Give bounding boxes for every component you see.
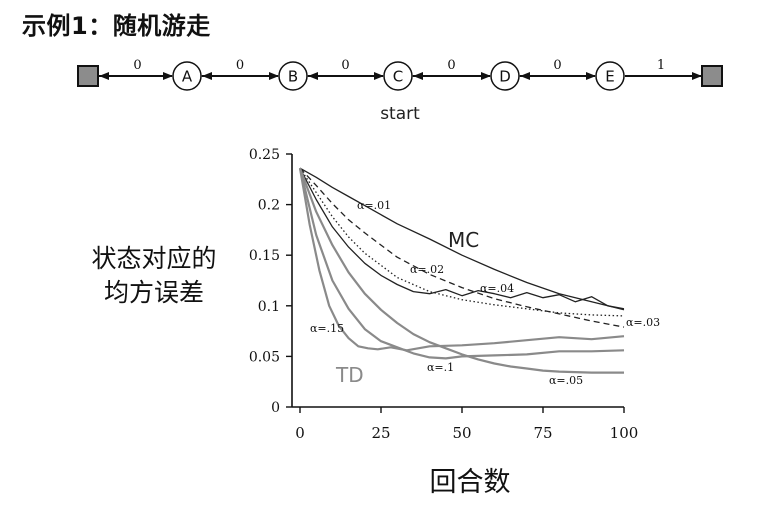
series-label: α=.01 <box>357 199 391 212</box>
y-tick-label: 0.2 <box>258 198 280 214</box>
series-line-td-5 <box>298 167 625 360</box>
y-axis-label-line-1: 状态对应的 <box>91 244 217 273</box>
x-tick-label: 0 <box>295 424 305 442</box>
state-node-e <box>595 61 625 91</box>
reward-label: 0 <box>341 58 349 73</box>
x-tick-label: 25 <box>371 424 390 442</box>
page-title: 示例1：随机游走 <box>22 12 211 40</box>
arrowhead <box>413 72 423 80</box>
series-label: α=.05 <box>549 374 583 387</box>
series-label: α=.04 <box>480 282 514 295</box>
y-tick-label: 0.25 <box>249 147 280 163</box>
state-node-c <box>383 61 413 91</box>
random-walk-edges: 0 0 0 0 0 1 <box>90 58 702 80</box>
x-tick-label: 100 <box>610 424 639 442</box>
state-label: D <box>499 68 511 86</box>
random-walk-diagram: 0 0 0 0 0 1 A B C D E start <box>77 58 723 124</box>
x-tick-label: 50 <box>452 424 471 442</box>
reward-label: 0 <box>447 58 455 73</box>
y-tick-label: 0.1 <box>258 299 280 315</box>
state-label: C <box>393 68 403 86</box>
series-label: α=.15 <box>310 322 344 335</box>
state-node-a <box>172 61 202 91</box>
series-label: α=.02 <box>410 263 444 276</box>
arrowhead <box>308 72 318 80</box>
y-tick-label: 0.15 <box>249 248 280 264</box>
chart-series-labels: α=.01 α=.02 α=.03 α=.04 α=.15 α=.1 α=.05 MC TD <box>310 199 660 387</box>
y-tick-label: 0.05 <box>249 349 280 365</box>
group-label-mc: MC <box>448 228 479 252</box>
state-label: B <box>288 68 298 86</box>
series-label: α=.03 <box>626 316 660 329</box>
reward-label: 1 <box>657 58 665 73</box>
series-label: α=.1 <box>427 361 454 374</box>
arrowhead <box>202 72 212 80</box>
terminal-state-box <box>701 65 723 87</box>
series-line-mc-0 <box>299 167 625 311</box>
x-axis-label: 回合数 <box>429 467 511 498</box>
y-tick-label: 0 <box>271 400 280 416</box>
random-walk-nodes: A B C D E <box>77 61 723 91</box>
series-line-td-4 <box>298 168 625 352</box>
state-node-d <box>490 61 520 91</box>
series-line-mc-3 <box>299 167 625 310</box>
series-line-mc-2 <box>299 167 625 317</box>
start-label: start <box>380 104 420 124</box>
arrowhead <box>520 72 530 80</box>
series-line-td-6 <box>298 167 624 374</box>
mse-line-chart: 0 25 50 75 100 0 0.05 0.1 0.15 0.2 0.25 α=.01 α=.02… <box>249 147 660 442</box>
arrowhead <box>99 72 109 80</box>
chart-axes: 0 25 50 75 100 0 0.05 0.1 0.15 0.2 0.25 <box>249 147 638 442</box>
reward-label: 0 <box>553 58 561 73</box>
reward-label: 0 <box>236 58 244 73</box>
series-line-mc-1 <box>299 167 625 328</box>
y-axis-label: 状态对应的 均方误差 <box>74 242 234 310</box>
chart-series <box>298 167 625 374</box>
y-axis-label-line-2: 均方误差 <box>103 278 204 307</box>
state-node-b <box>278 61 308 91</box>
terminal-state-box <box>77 65 99 87</box>
state-label: E <box>605 68 614 86</box>
state-label: A <box>182 68 193 86</box>
x-tick-label: 75 <box>533 424 552 442</box>
reward-label: 0 <box>133 58 141 73</box>
group-label-td: TD <box>335 363 364 387</box>
